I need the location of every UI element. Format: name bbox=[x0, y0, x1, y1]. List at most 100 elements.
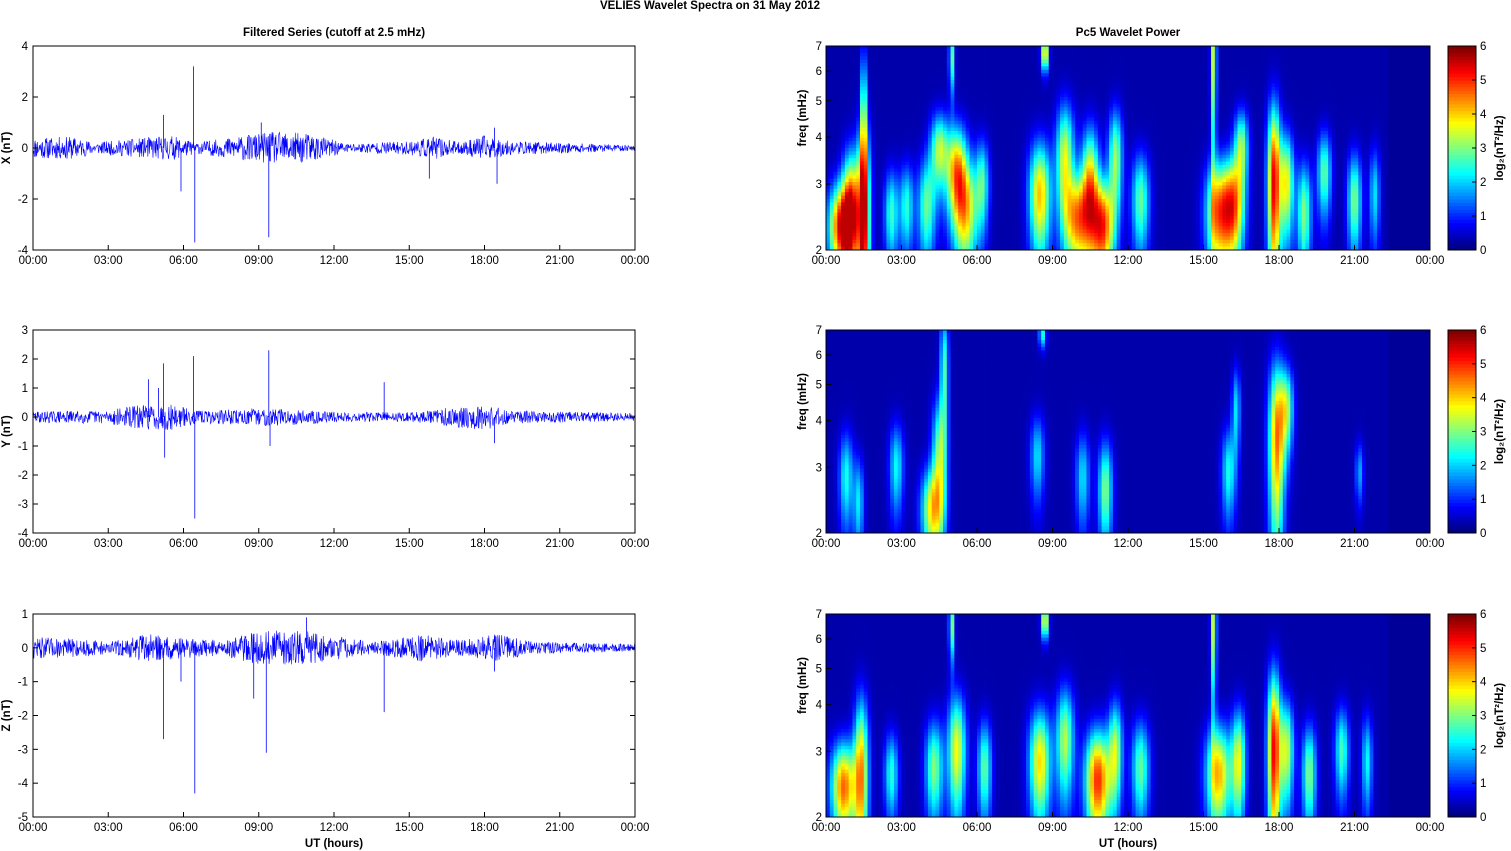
heatmap-cell bbox=[1347, 138, 1351, 142]
heatmap-cell bbox=[1253, 97, 1257, 101]
heatmap-cell bbox=[1083, 90, 1087, 94]
heatmap-cell bbox=[1328, 128, 1332, 132]
heatmap-cell bbox=[1358, 111, 1362, 115]
heatmap-cell bbox=[1309, 138, 1313, 142]
heatmap-cell bbox=[1192, 90, 1196, 94]
heatmap-cell bbox=[1211, 80, 1215, 84]
heatmap-cell bbox=[1030, 87, 1034, 91]
heatmap-cell bbox=[1343, 114, 1347, 118]
heatmap-cell bbox=[1011, 124, 1015, 128]
heatmap-cell bbox=[1007, 46, 1011, 50]
heatmap-cell bbox=[1026, 124, 1030, 128]
heatmap-cell bbox=[992, 141, 996, 145]
heatmap-cell bbox=[988, 141, 992, 145]
heatmap-cell bbox=[1170, 60, 1174, 64]
heatmap-cell bbox=[1279, 63, 1283, 67]
heatmap-cell bbox=[947, 70, 951, 74]
heatmap-cell bbox=[905, 63, 909, 67]
heatmap-cell bbox=[1204, 53, 1208, 57]
heatmap-cell bbox=[1211, 134, 1215, 138]
heatmap-cell bbox=[1328, 94, 1332, 98]
heatmap-cell bbox=[947, 77, 951, 81]
heatmap-cell bbox=[905, 49, 909, 53]
heatmap-cell bbox=[1207, 128, 1211, 132]
heatmap-cell bbox=[1128, 90, 1132, 94]
heatmap-cell bbox=[864, 97, 868, 101]
heatmap-cell bbox=[1343, 53, 1347, 57]
heatmap-cell bbox=[939, 60, 943, 64]
heatmap-cell bbox=[860, 66, 864, 70]
heatmap-cell bbox=[1015, 56, 1019, 60]
heatmap-cell bbox=[1366, 63, 1370, 67]
heatmap-cell bbox=[1173, 80, 1177, 84]
heatmap-cell bbox=[1271, 63, 1275, 67]
heatmap-cell bbox=[1415, 56, 1419, 60]
heatmap-cell bbox=[1143, 114, 1147, 118]
heatmap-cell bbox=[868, 46, 872, 50]
heatmap-cell bbox=[1317, 104, 1321, 108]
heatmap-cell bbox=[1256, 145, 1260, 149]
heatmap-cell bbox=[1143, 73, 1147, 77]
heatmap-cell bbox=[1396, 107, 1400, 111]
heatmap-cell bbox=[1347, 121, 1351, 125]
heatmap-cell bbox=[1215, 138, 1219, 142]
heatmap-cell bbox=[1298, 124, 1302, 128]
heatmap-cell bbox=[966, 94, 970, 98]
heatmap-cell bbox=[1117, 145, 1121, 149]
heatmap-cell bbox=[837, 73, 841, 77]
heatmap-cell bbox=[1377, 128, 1381, 132]
heatmap-cell bbox=[1068, 94, 1072, 98]
heatmap-cell bbox=[1283, 107, 1287, 111]
heatmap-cell bbox=[1370, 83, 1374, 87]
heatmap-cell bbox=[1034, 117, 1038, 121]
heatmap-cell bbox=[1392, 83, 1396, 87]
heatmap-cell bbox=[856, 46, 860, 50]
heatmap-cell bbox=[966, 141, 970, 145]
heatmap-cell bbox=[913, 100, 917, 104]
heatmap-cell bbox=[860, 90, 864, 94]
heatmap-cell bbox=[864, 87, 868, 91]
heatmap-cell bbox=[1113, 97, 1117, 101]
heatmap-cell bbox=[1411, 46, 1415, 50]
heatmap-cell bbox=[1204, 104, 1208, 108]
heatmap-cell bbox=[1404, 70, 1408, 74]
heatmap-cell bbox=[1207, 73, 1211, 77]
heatmap-cell bbox=[1207, 80, 1211, 84]
heatmap-cell bbox=[1305, 46, 1309, 50]
heatmap-cell bbox=[826, 145, 830, 149]
heatmap-cell bbox=[1415, 73, 1419, 77]
heatmap-cell bbox=[1011, 56, 1015, 60]
heatmap-cell bbox=[1290, 70, 1294, 74]
heatmap-cell bbox=[1128, 100, 1132, 104]
heatmap-cell bbox=[1226, 111, 1230, 115]
heatmap-cell bbox=[1275, 145, 1279, 149]
heatmap-cell bbox=[1264, 90, 1268, 94]
heatmap-cell bbox=[1173, 49, 1177, 53]
heatmap-cell bbox=[1196, 53, 1200, 57]
heatmap-cell bbox=[1064, 94, 1068, 98]
heatmap-cell bbox=[1343, 49, 1347, 53]
heatmap-cell bbox=[902, 94, 906, 98]
heatmap-cell bbox=[1034, 66, 1038, 70]
heatmap-cell bbox=[1336, 111, 1340, 115]
heatmap-cell bbox=[841, 107, 845, 111]
heatmap-cell bbox=[1007, 128, 1011, 132]
heatmap-cell bbox=[1151, 70, 1155, 74]
heatmap-cell bbox=[977, 111, 981, 115]
heatmap-cell bbox=[1037, 97, 1041, 101]
heatmap-cell bbox=[1415, 46, 1419, 50]
heatmap-cell bbox=[1404, 46, 1408, 50]
heatmap-cell bbox=[1204, 97, 1208, 101]
heatmap-cell bbox=[966, 128, 970, 132]
heatmap-cell bbox=[1124, 66, 1128, 70]
heatmap-cell bbox=[985, 53, 989, 57]
heatmap-cell bbox=[1264, 100, 1268, 104]
heatmap-cell bbox=[1381, 128, 1385, 132]
heatmap-cell bbox=[947, 117, 951, 121]
heatmap-cell bbox=[1271, 49, 1275, 53]
heatmap-cell bbox=[1377, 94, 1381, 98]
heatmap-cell bbox=[1041, 117, 1045, 121]
heatmap-cell bbox=[1355, 114, 1359, 118]
heatmap-cell bbox=[1053, 80, 1057, 84]
heatmap-cell bbox=[1219, 117, 1223, 121]
